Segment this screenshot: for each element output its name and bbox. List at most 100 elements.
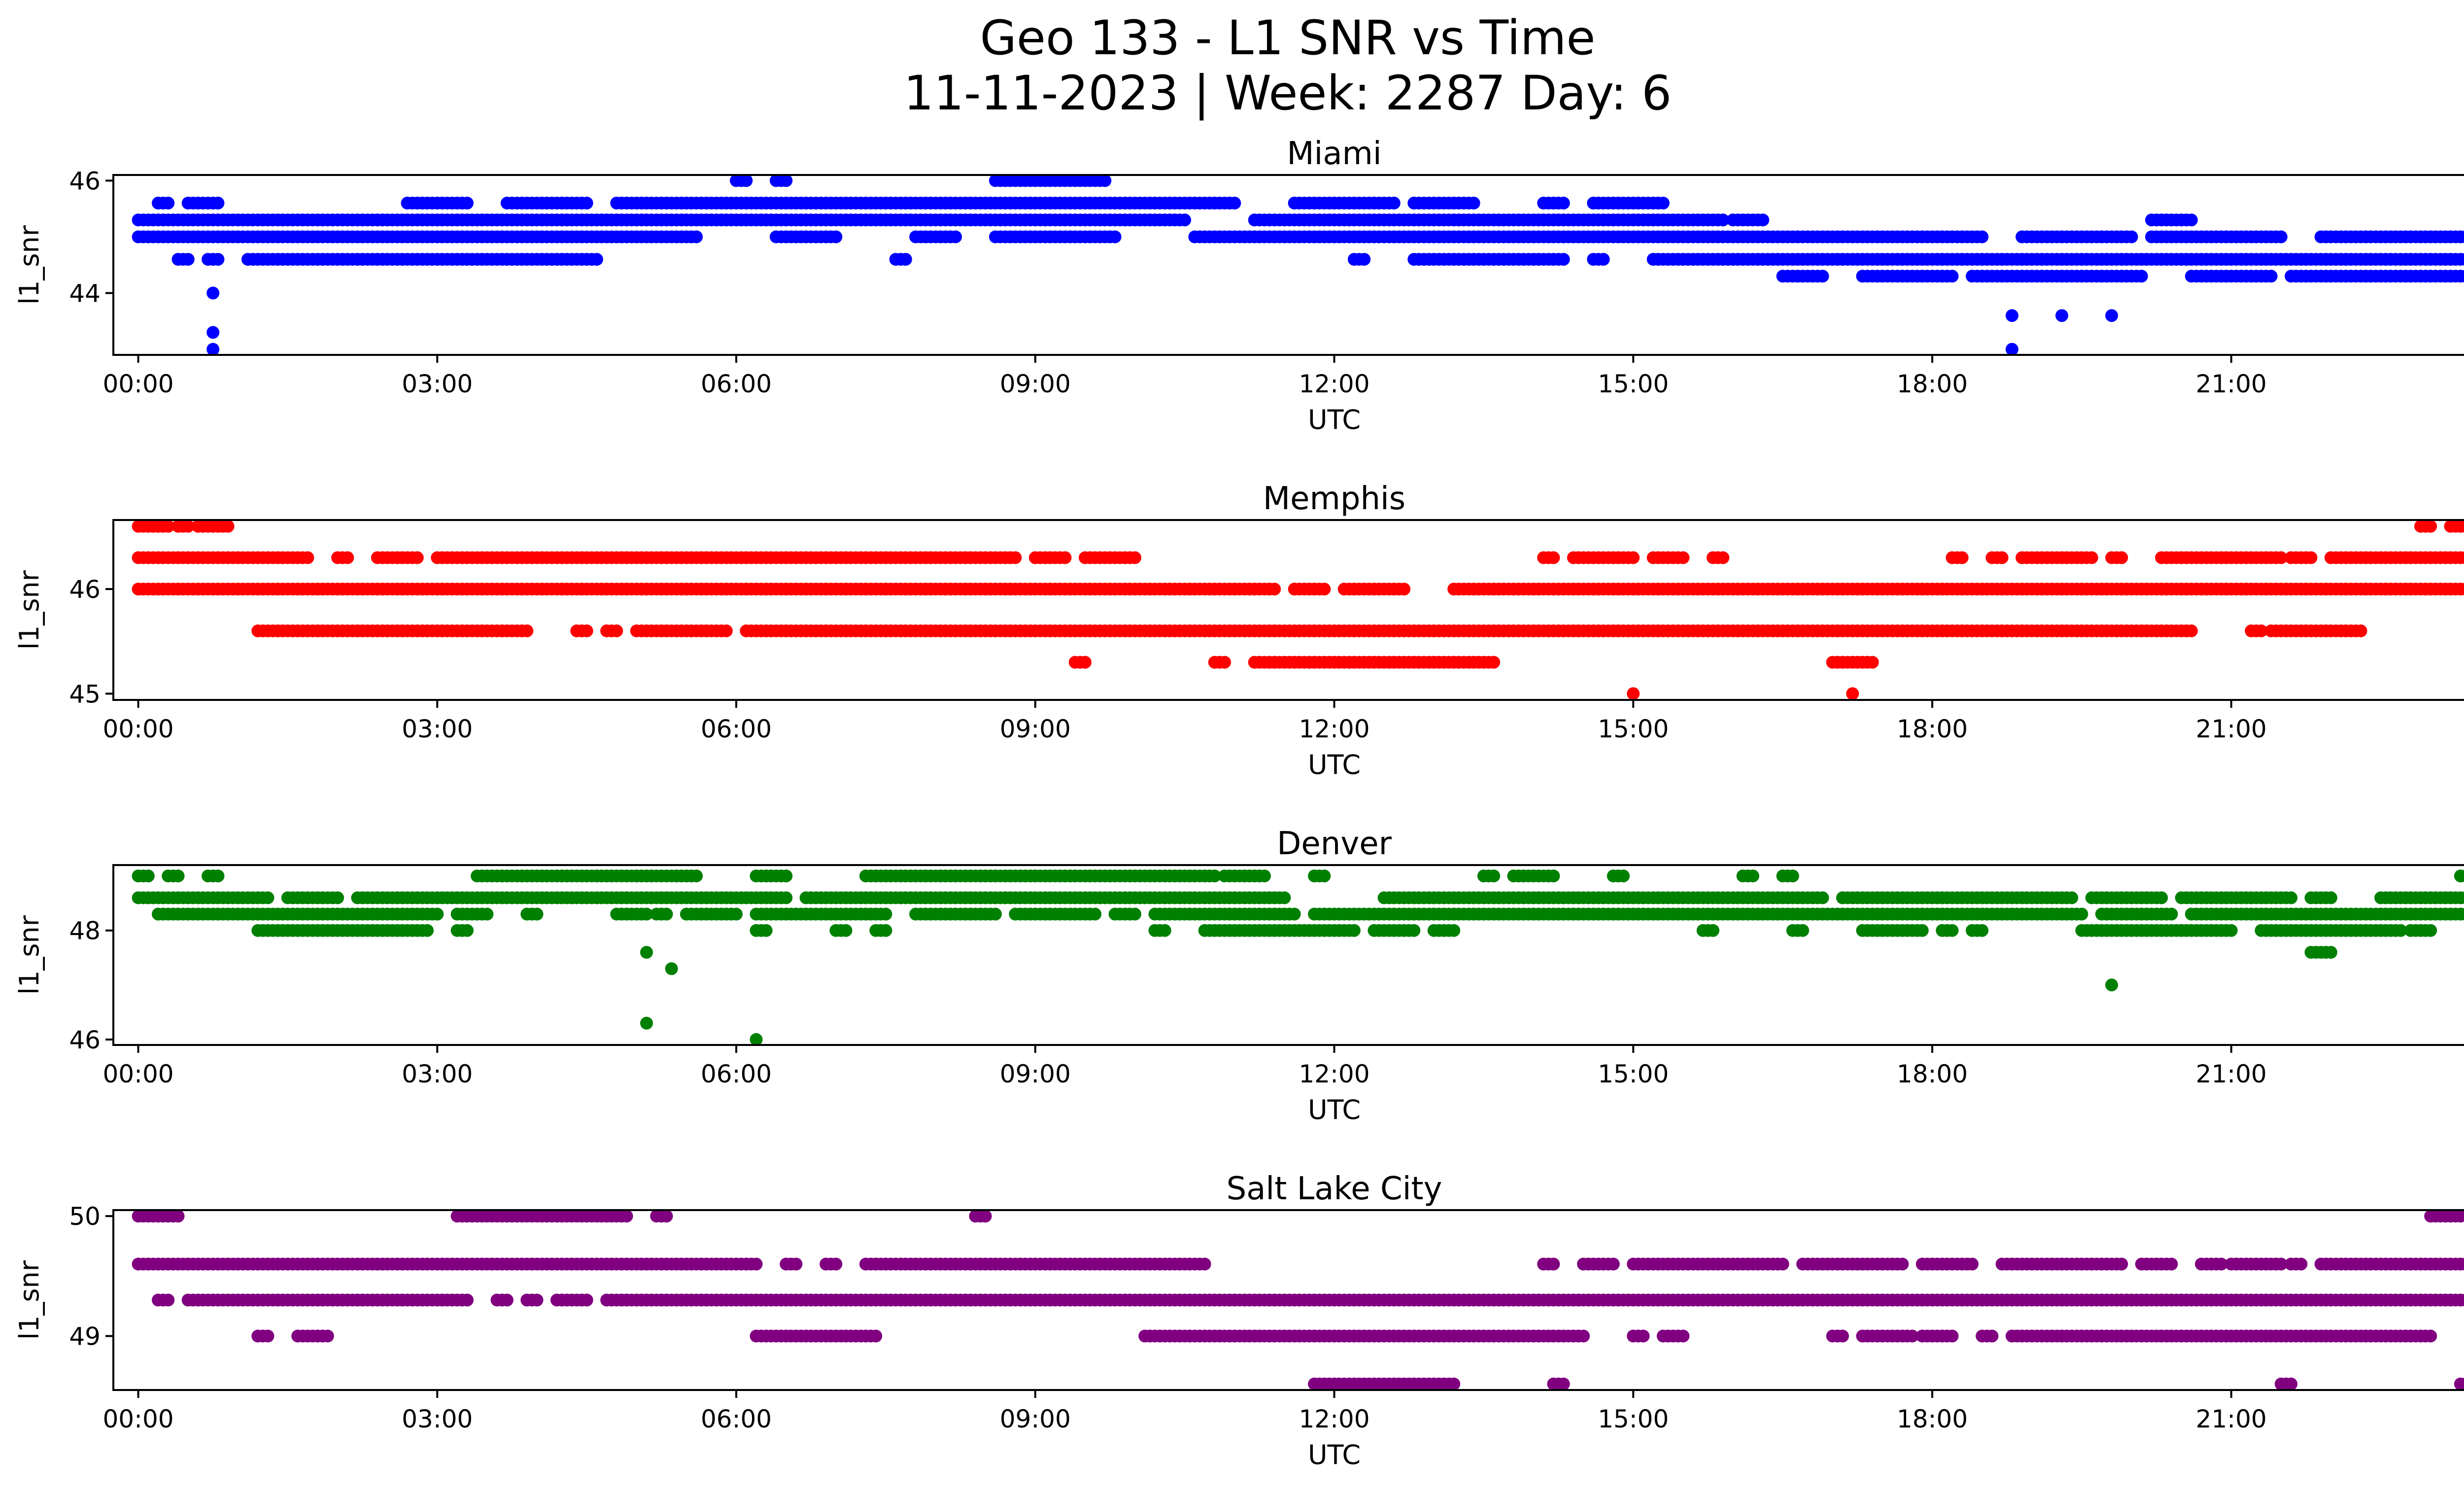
data-point [1258,869,1271,883]
data-point [1746,869,1759,883]
data-point [1677,551,1690,564]
data-point [2354,624,2367,637]
data-point [2294,1257,2308,1271]
y-tick-label: 46 [69,575,101,604]
data-point [261,1329,274,1343]
data-point [1288,907,1301,921]
subplot-title: Salt Lake City [1227,1171,1442,1207]
data-point [1786,869,1799,883]
data-point [221,520,235,533]
data-point [690,869,703,883]
data-point [949,230,962,243]
data-point [1607,1257,1620,1271]
x-tick-label: 03:00 [402,370,473,398]
data-point [2055,309,2068,322]
x-tick-label: 12:00 [1299,370,1369,398]
data-point [2459,253,2464,266]
data-point [181,520,195,533]
data-point [1467,197,1480,209]
data-point [1995,551,2009,564]
y-axis-label: l1_snr [14,225,45,305]
data-point [2105,309,2118,322]
data-point [1387,197,1401,209]
data-point [301,551,314,564]
data-point [480,907,494,921]
data-point [211,253,225,266]
x-tick-label: 09:00 [1000,715,1071,743]
data-point [780,891,793,904]
data-point [780,174,793,187]
data-point [1716,213,1730,227]
data-point [1098,174,1112,187]
data-point [211,869,225,883]
x-tick-label: 12:00 [1299,1060,1369,1088]
data-point [2324,891,2337,904]
data-point [1707,924,1719,937]
data-point [461,197,474,209]
subplot-title: Memphis [1263,481,1405,517]
data-point [1776,1257,1789,1271]
data-point [421,924,434,937]
data-point [2165,907,2178,921]
data-point [1228,197,1241,209]
data-point [2155,891,2168,904]
x-tick-label: 09:00 [1000,370,1071,398]
data-point [1407,924,1421,937]
x-tick-label: 06:00 [701,715,772,743]
data-point [2274,551,2288,564]
data-point [1268,583,1281,596]
x-tick-label: 15:00 [1598,370,1669,398]
data-point [580,624,593,637]
data-point [610,624,623,637]
data-point [321,1329,334,1343]
data-point [2459,520,2464,533]
x-axis-label: UTC [1308,1094,1361,1125]
data-point [869,1329,883,1343]
data-point [2185,624,2198,637]
x-tick-label: 18:00 [1897,370,1968,398]
data-point [2005,343,2019,356]
data-point [1078,656,1092,669]
data-point [1278,891,1291,904]
x-tick-label: 03:00 [402,715,473,743]
data-point [719,624,733,637]
x-tick-label: 21:00 [2196,715,2267,743]
data-point [2135,270,2148,283]
data-point [341,551,354,564]
data-point [1597,253,1610,266]
data-point [2115,551,2128,564]
data-point [2115,1257,2128,1271]
data-point [331,891,344,904]
data-point [2424,520,2437,533]
y-tick-label: 45 [69,680,101,708]
data-point [2105,978,2118,992]
data-point [1487,869,1501,883]
data-point [1955,551,1969,564]
x-tick-label: 03:00 [402,1060,473,1088]
data-point [2285,891,2298,904]
data-point [829,230,843,243]
data-point [1716,551,1730,564]
data-point [750,1257,763,1271]
data-points [132,869,2464,1046]
data-point [162,197,175,209]
y-tick-label: 44 [69,279,101,308]
data-points [132,174,2464,356]
x-tick-label: 00:00 [103,1060,174,1088]
data-point [141,869,155,883]
subplot-title: Miami [1287,136,1381,172]
data-point [2125,230,2138,243]
data-point [1547,869,1560,883]
data-point [660,907,673,921]
data-point [2304,551,2318,564]
data-point [2005,309,2019,322]
data-point [730,907,743,921]
data-point [2459,270,2464,282]
data-point [2065,891,2079,904]
data-point [1816,891,1829,904]
data-point [1178,213,1192,227]
